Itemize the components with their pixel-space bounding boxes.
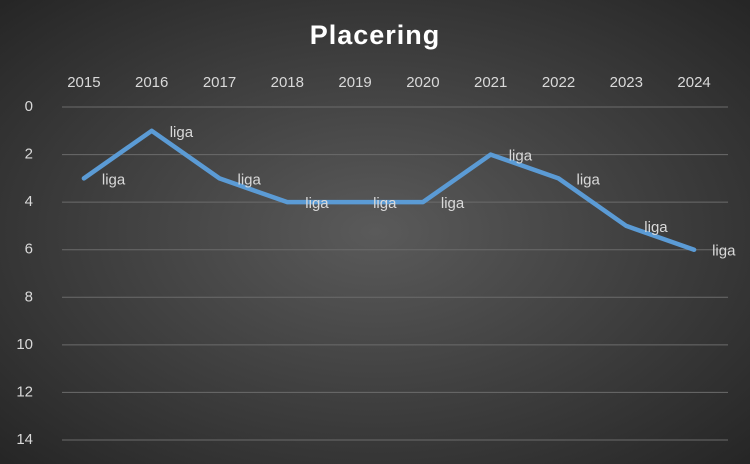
x-tick-label: 2023 [610,74,643,91]
x-tick-label: 2021 [474,74,507,91]
data-label: liga [441,195,465,212]
y-tick-label: 12 [16,383,33,400]
x-tick-label: 2015 [67,74,100,91]
data-label: liga [577,171,601,188]
y-tick-label: 8 [25,288,33,305]
chart-title: Placering [310,20,441,50]
data-label: liga [712,243,736,260]
data-label: liga [238,171,262,188]
y-tick-label: 14 [16,431,33,448]
x-tick-label: 2022 [542,74,575,91]
line [81,128,697,252]
x-tick-label: 2024 [677,74,710,91]
data-label: liga [305,195,329,212]
data-label: liga [102,171,126,188]
x-tick-label: 2016 [135,74,168,91]
y-tick-label: 6 [25,241,33,258]
x-tick-label: 2018 [271,74,304,91]
data-label: liga [373,195,397,212]
y-tick-label: 4 [25,193,33,210]
data-label: liga [170,124,194,141]
data-label: liga [509,148,533,165]
data-label: liga [644,219,668,236]
x-tick-label: 2020 [406,74,439,91]
x-tick-label: 2017 [203,74,236,91]
x-tick-label: 2019 [338,74,371,91]
y-tick-label: 10 [16,336,33,353]
y-tick-label: 0 [25,98,33,115]
y-tick-label: 2 [25,146,33,163]
